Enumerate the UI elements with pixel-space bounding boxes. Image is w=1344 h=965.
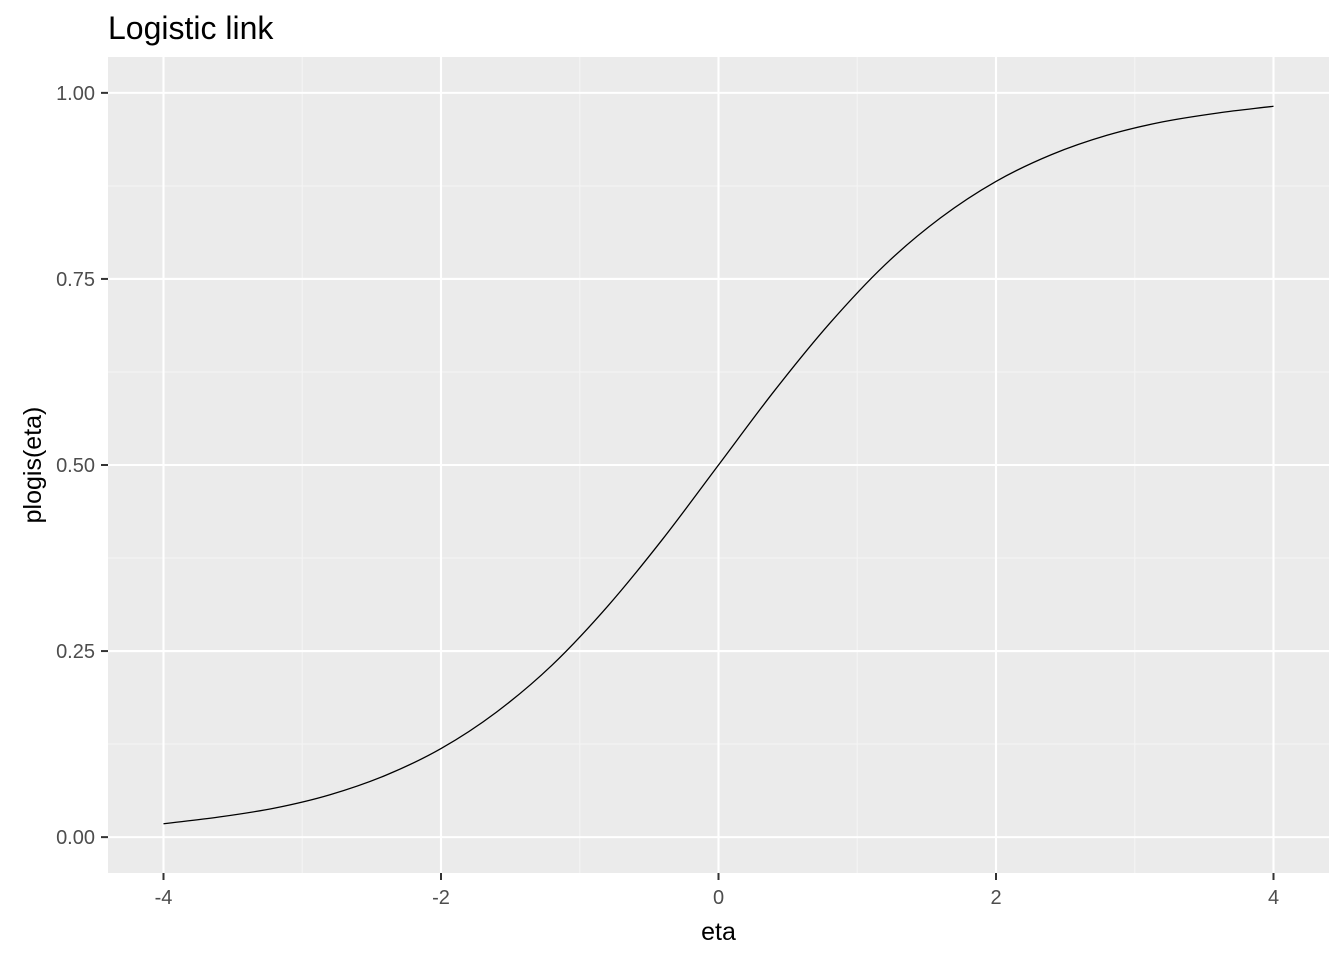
x-axis-title: eta [701,918,736,946]
y-tick-label: 0.25 [56,641,95,663]
y-tick-label: 0.75 [56,269,95,291]
x-tick-label: -4 [155,887,173,909]
series-layer [163,105,1274,825]
x-axis: -4 -2 0 2 4 [155,873,1279,909]
chart-title: Logistic link [108,10,274,46]
x-tick-label: -2 [432,887,450,909]
y-tick-label: 0.00 [56,827,95,849]
x-tick-label: 0 [713,887,724,909]
x-tick-label: 4 [1268,887,1279,909]
series-line [163,105,1274,825]
y-tick-label: 1.00 [56,83,95,105]
y-tick-label: 0.50 [56,455,95,477]
y-axis: 0.00 0.25 0.50 0.75 1.00 [56,83,108,849]
x-tick-label: 2 [990,887,1001,909]
y-axis-title: plogis(eta) [19,407,47,524]
